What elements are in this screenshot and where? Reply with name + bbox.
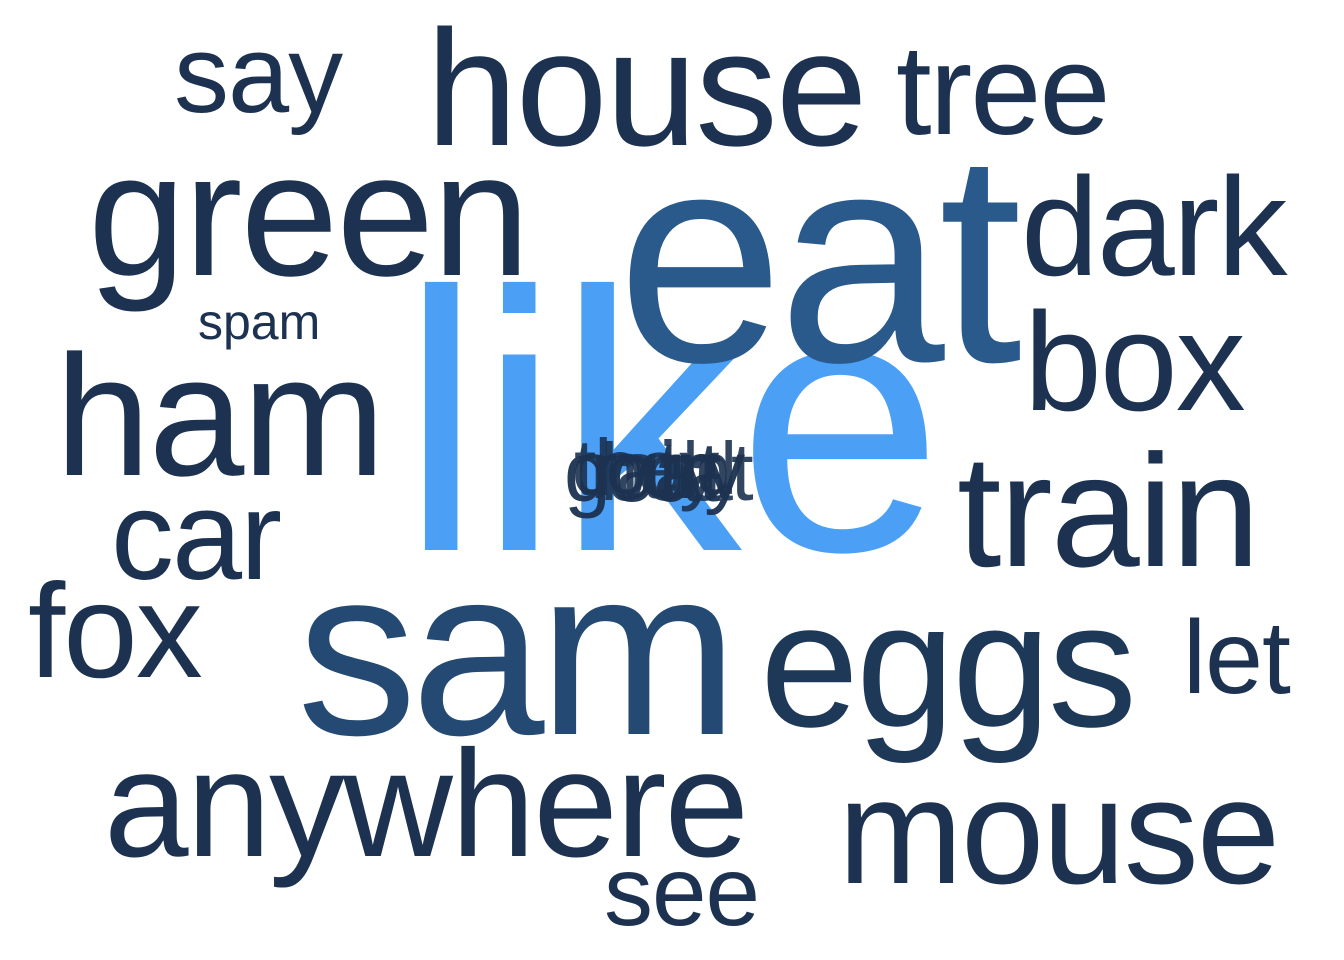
word-box: box (1024, 283, 1246, 440)
word-car: car (111, 465, 282, 606)
word-tree: tree (896, 19, 1111, 162)
word-say: say (174, 13, 343, 136)
word-ham: ham (55, 320, 386, 512)
word-anywhere: anywhere (104, 719, 749, 889)
word-train: train (957, 421, 1260, 600)
word-let: let (1183, 600, 1291, 716)
word-eat: eat (617, 89, 1022, 425)
word-green: green (88, 117, 530, 313)
word-eggs: eggs (760, 565, 1137, 764)
word-cluster-item: they (574, 423, 719, 512)
word-house: house (426, 0, 868, 180)
word-cluster-item: try (658, 425, 745, 516)
word-see: see (604, 836, 760, 946)
word-cluster-item: could (572, 427, 737, 510)
word-spam: spam (198, 294, 321, 350)
word-fox: fox (28, 557, 203, 706)
word-cluster-item: goat (564, 425, 721, 519)
word-dark: dark (1021, 148, 1287, 305)
word-cluster-item: rain (590, 425, 721, 516)
word-cluster-item: boat (600, 427, 754, 518)
word-like: like (400, 216, 943, 629)
word-sam: sam (297, 517, 738, 785)
word-mouse: mouse (838, 747, 1280, 915)
